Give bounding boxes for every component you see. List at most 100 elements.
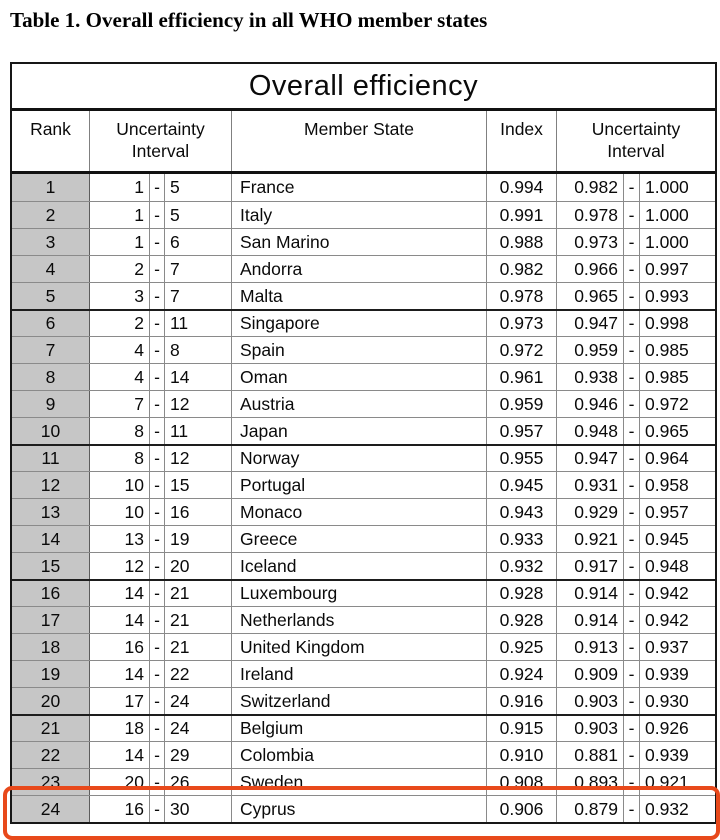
uncertainty2-high-cell: 0.939 [645, 663, 689, 684]
uncertainty-dash-cell: - [150, 418, 165, 444]
uncertainty2-high-cell: 1.000 [645, 231, 689, 252]
uncertainty2-low-cell: 0.938 [557, 364, 624, 390]
index-cell: 0.916 [487, 688, 557, 714]
uncertainty-high-cell: 24 [165, 688, 232, 714]
uncertainty2-dash-cell: - [624, 446, 640, 471]
column-header-member-state: Member State [232, 111, 487, 171]
uncertainty-high-cell: 11 [165, 311, 232, 336]
uncertainty-dash-cell: - [150, 553, 165, 579]
uncertainty-high-cell: 12 [165, 391, 232, 417]
uncertainty2-low-cell: 0.913 [557, 634, 624, 660]
uncertainty-low-cell: 10 [90, 472, 150, 498]
member-state-cell: Spain [232, 337, 487, 363]
uncertainty2-low-cell: 0.881 [557, 742, 624, 768]
uncertainty-dash-cell: - [150, 174, 165, 201]
uncertainty2-low-cell: 0.921 [557, 526, 624, 552]
uncertainty2-high-cell: 1.000 [645, 177, 689, 197]
uncertainty-low-cell: 3 [90, 283, 150, 309]
index-cell: 0.928 [487, 607, 557, 633]
uncertainty2-low-cell: 0.965 [557, 283, 624, 309]
uncertainty-high-cell: 5 [165, 174, 232, 201]
member-state-cell: Netherlands [232, 607, 487, 633]
uncertainty-high-cell: 7 [165, 283, 232, 309]
index-cell: 0.994 [487, 174, 557, 201]
uncertainty2-dash-cell: - [624, 661, 640, 687]
uncertainty2-low-cell: 0.929 [557, 499, 624, 525]
overall-efficiency-table: Overall efficiency Rank Uncertainty Inte… [10, 62, 717, 824]
uncertainty2-dash-cell: - [624, 229, 640, 255]
uncertainty2-high-cell: 0.945 [645, 528, 689, 549]
rank-cell: 11 [12, 446, 90, 471]
table-row: 20 17 - 24 Switzerland 0.916 0.903 - 0.9… [12, 687, 715, 714]
uncertainty2-high-cell: 1.000 [645, 204, 689, 225]
table-row: 19 14 - 22 Ireland 0.924 0.909 - 0.939 [12, 660, 715, 687]
rank-cell: 18 [12, 634, 90, 660]
index-cell: 0.959 [487, 391, 557, 417]
uncertainty2-high-cell: 0.985 [645, 339, 689, 360]
table-row: 10 8 - 11 Japan 0.957 0.948 - 0.965 [12, 417, 715, 444]
uncertainty-high-cell: 22 [165, 661, 232, 687]
rank-cell: 14 [12, 526, 90, 552]
uncertainty-dash-cell: - [150, 311, 165, 336]
uncertainty2-dash-cell: - [624, 499, 640, 525]
uncertainty-dash-cell: - [150, 202, 165, 228]
uncertainty-high-cell: 21 [165, 607, 232, 633]
column-header-rank: Rank [12, 111, 90, 171]
uncertainty2-low-cell: 0.931 [557, 472, 624, 498]
index-cell: 0.906 [487, 796, 557, 822]
uncertainty2-low-cell: 0.917 [557, 553, 624, 579]
table-row: 11 8 - 12 Norway 0.955 0.947 - 0.964 [12, 444, 715, 471]
rank-cell: 20 [12, 688, 90, 714]
index-cell: 0.961 [487, 364, 557, 390]
uncertainty-low-cell: 14 [90, 581, 150, 606]
uncertainty-dash-cell: - [150, 337, 165, 363]
uncertainty2-dash-cell: - [624, 364, 640, 390]
uncertainty2-dash-cell: - [624, 607, 640, 633]
uncertainty2-high-cell: 0.930 [645, 690, 689, 711]
uncertainty-low-cell: 8 [90, 446, 150, 471]
uncertainty-high-cell: 7 [165, 256, 232, 282]
uncertainty2-low-cell: 0.903 [557, 716, 624, 741]
table-row: 16 14 - 21 Luxembourg 0.928 0.914 - 0.94… [12, 579, 715, 606]
index-cell: 0.908 [487, 769, 557, 795]
index-cell: 0.925 [487, 634, 557, 660]
uncertainty2-dash-cell: - [624, 256, 640, 282]
member-state-cell: Italy [232, 202, 487, 228]
uncertainty-low-cell: 16 [90, 796, 150, 822]
rank-cell: 13 [12, 499, 90, 525]
uncertainty2-high-cell: 0.939 [645, 744, 689, 765]
member-state-cell: France [232, 174, 487, 201]
uncertainty2-high-cell: 0.948 [645, 555, 689, 576]
rank-cell: 17 [12, 607, 90, 633]
uncertainty2-high-cell: 0.964 [645, 448, 689, 468]
index-cell: 0.955 [487, 446, 557, 471]
uncertainty-high-cell: 29 [165, 742, 232, 768]
uncertainty-low-cell: 20 [90, 769, 150, 795]
uncertainty2-dash-cell: - [624, 634, 640, 660]
uncertainty2-high-cell: 0.965 [645, 420, 689, 441]
uncertainty-low-cell: 4 [90, 364, 150, 390]
rank-cell: 9 [12, 391, 90, 417]
uncertainty-dash-cell: - [150, 283, 165, 309]
uncertainty2-dash-cell: - [624, 688, 640, 714]
table-row: 13 10 - 16 Monaco 0.943 0.929 - 0.957 [12, 498, 715, 525]
uncertainty2-dash-cell: - [624, 311, 640, 336]
uncertainty2-high-cell: 0.957 [645, 501, 689, 522]
uncertainty2-low-cell: 0.879 [557, 796, 624, 822]
uncertainty-high-cell: 21 [165, 634, 232, 660]
uncertainty2-high-cell: 0.993 [645, 285, 689, 306]
uncertainty-dash-cell: - [150, 742, 165, 768]
uncertainty-dash-cell: - [150, 716, 165, 741]
rank-cell: 6 [12, 311, 90, 336]
uncertainty2-low-cell: 0.973 [557, 229, 624, 255]
uncertainty2-high-cell: 0.926 [645, 718, 689, 738]
index-cell: 0.978 [487, 283, 557, 309]
uncertainty-low-cell: 10 [90, 499, 150, 525]
uncertainty2-low-cell: 0.914 [557, 581, 624, 606]
uncertainty-dash-cell: - [150, 661, 165, 687]
member-state-cell: San Marino [232, 229, 487, 255]
uncertainty2-low-cell: 0.909 [557, 661, 624, 687]
rank-cell: 3 [12, 229, 90, 255]
uncertainty2-low-cell: 0.948 [557, 418, 624, 444]
uncertainty-low-cell: 2 [90, 311, 150, 336]
